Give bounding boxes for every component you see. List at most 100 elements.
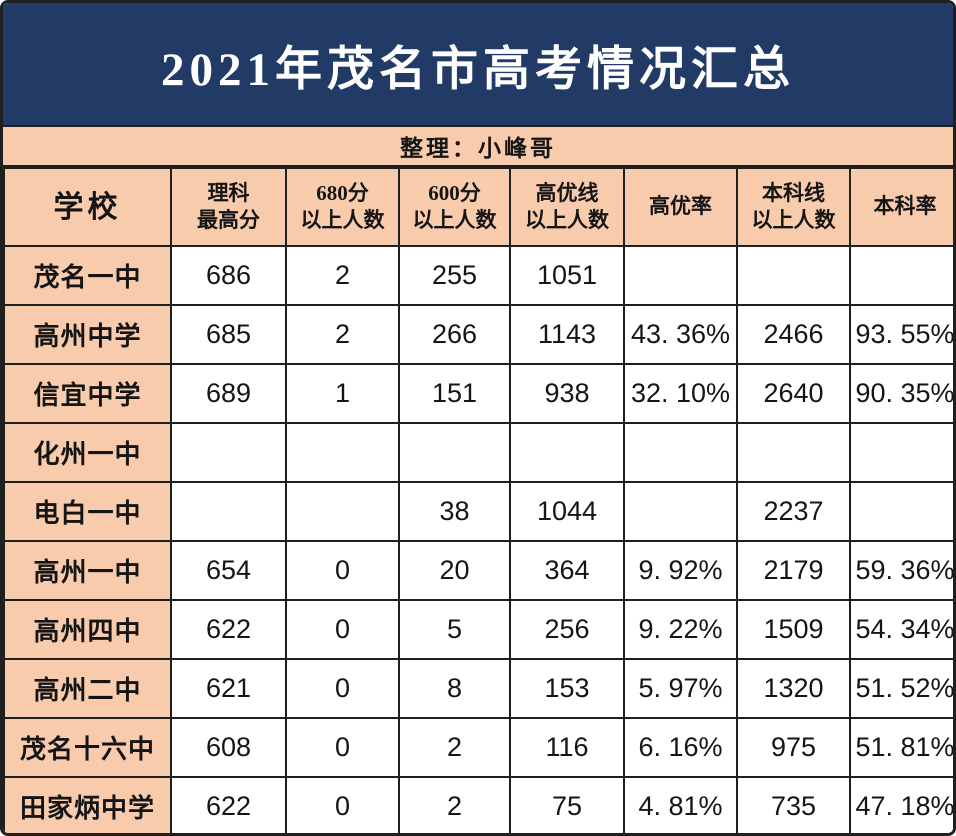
table-row: 高州二中 621 0 8 153 5. 97% 1320 51. 52% bbox=[3, 658, 953, 719]
value-cell: 1509 bbox=[736, 599, 851, 660]
value-cell: 364 bbox=[509, 540, 625, 601]
table-row: 高州一中 654 0 20 364 9. 92% 2179 59. 36% bbox=[3, 540, 953, 601]
page-title: 2021年茂名市高考情况汇总 bbox=[3, 3, 953, 127]
column-header-label: 以上人数 bbox=[300, 208, 385, 232]
value-cell: 686 bbox=[170, 245, 287, 306]
value-cell bbox=[285, 422, 400, 483]
value-cell bbox=[170, 422, 287, 483]
value-cell: 0 bbox=[285, 658, 400, 719]
table-row: 茂名十六中 608 0 2 116 6. 16% 975 51. 81% bbox=[3, 717, 953, 778]
value-cell: 1044 bbox=[509, 481, 625, 542]
table-row: 高州中学 685 2 266 1143 43. 36% 2466 93. 55% bbox=[3, 304, 953, 365]
column-header-label: 学校 bbox=[53, 190, 122, 224]
value-cell: 266 bbox=[398, 304, 511, 365]
table-row: 茂名一中 686 2 255 1051 bbox=[3, 245, 953, 306]
value-cell: 75 bbox=[509, 776, 625, 833]
value-cell: 151 bbox=[398, 363, 511, 424]
value-cell bbox=[849, 245, 953, 306]
value-cell: 5 bbox=[398, 599, 511, 660]
value-cell: 1051 bbox=[509, 245, 625, 306]
value-cell: 2 bbox=[285, 304, 400, 365]
value-cell bbox=[623, 422, 738, 483]
column-header-label: 以上人数 bbox=[751, 208, 836, 232]
value-cell: 2237 bbox=[736, 481, 851, 542]
value-cell bbox=[849, 481, 953, 542]
value-cell: 622 bbox=[170, 599, 287, 660]
value-cell: 38 bbox=[398, 481, 511, 542]
value-cell: 2466 bbox=[736, 304, 851, 365]
value-cell bbox=[849, 422, 953, 483]
value-cell: 2 bbox=[398, 776, 511, 833]
value-cell: 938 bbox=[509, 363, 625, 424]
value-cell: 59. 36% bbox=[849, 540, 953, 601]
value-cell: 2 bbox=[398, 717, 511, 778]
school-name-cell: 高州一中 bbox=[3, 540, 172, 601]
column-header-label: 高优率 bbox=[649, 194, 712, 219]
credit-line: 整理：小峰哥 bbox=[3, 127, 953, 167]
column-header-priority-rate: 高优率 bbox=[623, 167, 738, 247]
column-header-science-top-score: 理科 最高分 bbox=[170, 167, 287, 247]
value-cell: 20 bbox=[398, 540, 511, 601]
value-cell bbox=[623, 245, 738, 306]
column-header-label: 高优线 bbox=[535, 180, 599, 205]
value-cell: 1320 bbox=[736, 658, 851, 719]
table-row: 电白一中 38 1044 2237 bbox=[3, 481, 953, 542]
school-name-cell: 高州四中 bbox=[3, 599, 172, 660]
value-cell: 0 bbox=[285, 599, 400, 660]
value-cell: 116 bbox=[509, 717, 625, 778]
school-name-cell: 高州二中 bbox=[3, 658, 172, 719]
column-header-label: 本科线 bbox=[762, 180, 825, 205]
gaokao-summary-table: 学校 理科 最高分 680分 以上人数 600分 以上人数 高优线 以上人 bbox=[3, 167, 953, 833]
column-header-above-bachelor-line: 本科线 以上人数 bbox=[736, 167, 851, 247]
value-cell: 1 bbox=[285, 363, 400, 424]
value-cell bbox=[170, 481, 287, 542]
table-row: 信宜中学 689 1 151 938 32. 10% 2640 90. 35% bbox=[3, 363, 953, 424]
value-cell: 47. 18% bbox=[849, 776, 953, 833]
value-cell: 975 bbox=[736, 717, 851, 778]
value-cell: 621 bbox=[170, 658, 287, 719]
value-cell bbox=[398, 422, 511, 483]
school-name-cell: 电白一中 bbox=[3, 481, 172, 542]
column-header-above-priority-line: 高优线 以上人数 bbox=[509, 167, 625, 247]
value-cell: 6. 16% bbox=[623, 717, 738, 778]
value-cell bbox=[285, 481, 400, 542]
value-cell: 90. 35% bbox=[849, 363, 953, 424]
value-cell: 1143 bbox=[509, 304, 625, 365]
table-row: 田家炳中学 622 0 2 75 4. 81% 735 47. 18% bbox=[3, 776, 953, 833]
table-row: 化州一中 bbox=[3, 422, 953, 483]
value-cell: 0 bbox=[285, 717, 400, 778]
column-header-label: 600分 bbox=[428, 180, 481, 205]
value-cell bbox=[736, 422, 851, 483]
value-cell: 255 bbox=[398, 245, 511, 306]
value-cell: 0 bbox=[285, 540, 400, 601]
value-cell: 685 bbox=[170, 304, 287, 365]
value-cell: 54. 34% bbox=[849, 599, 953, 660]
column-header-label: 理科 bbox=[207, 180, 250, 205]
value-cell: 9. 22% bbox=[623, 599, 738, 660]
header-row: 学校 理科 最高分 680分 以上人数 600分 以上人数 高优线 以上人 bbox=[3, 167, 953, 247]
value-cell: 2640 bbox=[736, 363, 851, 424]
value-cell: 622 bbox=[170, 776, 287, 833]
column-header-label: 本科率 bbox=[873, 194, 937, 219]
school-name-cell: 高州中学 bbox=[3, 304, 172, 365]
column-header-label: 680分 bbox=[316, 180, 369, 205]
value-cell: 0 bbox=[285, 776, 400, 833]
value-cell bbox=[509, 422, 625, 483]
value-cell: 5. 97% bbox=[623, 658, 738, 719]
value-cell: 8 bbox=[398, 658, 511, 719]
column-header-above-680: 680分 以上人数 bbox=[285, 167, 400, 247]
value-cell: 32. 10% bbox=[623, 363, 738, 424]
column-header-bachelor-rate: 本科率 bbox=[849, 167, 953, 247]
value-cell: 2 bbox=[285, 245, 400, 306]
value-cell: 735 bbox=[736, 776, 851, 833]
school-name-cell: 信宜中学 bbox=[3, 363, 172, 424]
value-cell: 153 bbox=[509, 658, 625, 719]
value-cell: 2179 bbox=[736, 540, 851, 601]
column-header-label: 以上人数 bbox=[412, 208, 497, 232]
value-cell: 654 bbox=[170, 540, 287, 601]
column-header-label: 最高分 bbox=[197, 208, 260, 232]
value-cell bbox=[623, 481, 738, 542]
value-cell: 256 bbox=[509, 599, 625, 660]
value-cell: 51. 52% bbox=[849, 658, 953, 719]
school-name-cell: 化州一中 bbox=[3, 422, 172, 483]
